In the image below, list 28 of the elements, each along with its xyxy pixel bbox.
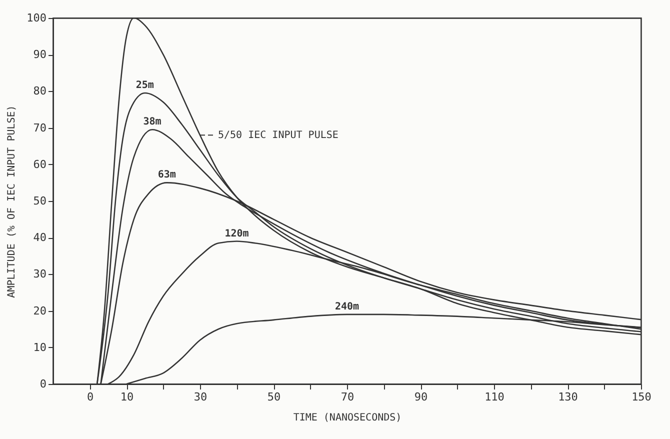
x-tick-label: 70 — [340, 390, 354, 404]
x-tick-label: 30 — [194, 390, 208, 404]
y-axis-title: AMPLITUDE (% OF IEC INPUT PULSE) — [6, 105, 18, 298]
series-label: 120m — [224, 228, 249, 240]
y-tick-label: 60 — [33, 158, 46, 171]
y-tick-label: 10 — [33, 340, 46, 354]
x-tick-label: 90 — [414, 390, 428, 404]
y-tick-label: 0 — [40, 378, 46, 390]
y-tick-label: 20 — [33, 304, 46, 318]
x-axis-title: TIME (NANOSECONDS) — [293, 412, 402, 424]
series-label: 63m — [158, 170, 176, 181]
y-tick-label: 50 — [33, 194, 46, 208]
y-tick-label: 70 — [33, 121, 46, 134]
y-tick-label: 80 — [33, 84, 46, 98]
x-tick-label: 110 — [484, 390, 504, 404]
y-tick-label: 90 — [33, 48, 46, 62]
x-tick-label: 0 — [86, 390, 94, 404]
series-label: 240m — [334, 301, 360, 312]
y-tick-label: 30 — [33, 268, 46, 281]
series-label: 25m — [136, 80, 154, 92]
x-tick-label: 50 — [267, 390, 281, 404]
y-tick-label: 40 — [33, 231, 46, 244]
x-tick-label: 150 — [632, 390, 652, 404]
y-tick-label: 100 — [26, 12, 46, 24]
x-tick-label: 130 — [558, 390, 578, 404]
series-label: 38m — [143, 116, 162, 128]
annotation: 5/50 IEC INPUT PULSE — [218, 130, 338, 142]
x-tick-label: 10 — [120, 390, 134, 404]
